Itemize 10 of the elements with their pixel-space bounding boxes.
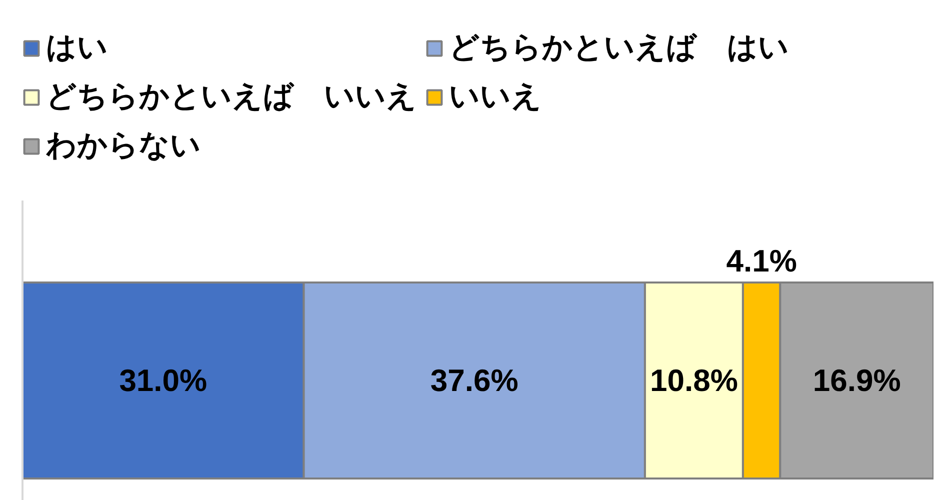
legend-label: どちらかといえば はい	[449, 29, 789, 67]
data-label: 10.8%	[650, 363, 738, 398]
data-label: 31.0%	[119, 363, 208, 398]
legend-label: はい	[46, 29, 108, 67]
data-label: 16.9%	[812, 363, 901, 398]
legend-label: どちらかといえば いいえ	[46, 78, 417, 116]
legend-label: わからない	[46, 127, 201, 165]
data-label: 4.1%	[726, 244, 797, 278]
legend-label: いいえ	[449, 78, 542, 116]
data-label: 37.6%	[430, 363, 518, 398]
